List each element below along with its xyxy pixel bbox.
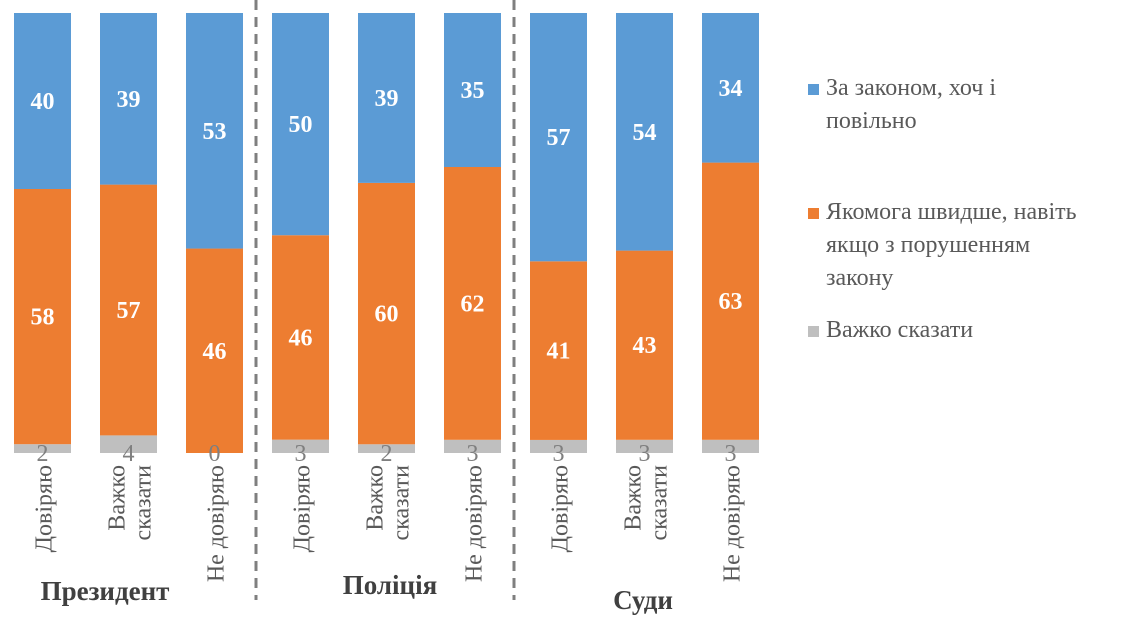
category-label: Важко — [621, 465, 647, 531]
category-label: Важко — [105, 465, 131, 531]
data-label-hard: 3 — [295, 441, 307, 467]
data-label-fast: 60 — [375, 302, 399, 328]
data-label-fast: 63 — [719, 289, 743, 315]
data-label-law: 39 — [375, 86, 399, 112]
bar-segment — [702, 162, 759, 440]
data-label-hard: 3 — [553, 441, 565, 467]
bar-segment — [100, 13, 157, 185]
data-label-law: 57 — [547, 125, 571, 151]
data-label-hard: 2 — [381, 441, 393, 467]
data-label-law: 50 — [289, 112, 313, 138]
category-label: Довіряю — [290, 465, 316, 552]
data-label-law: 40 — [31, 89, 55, 115]
data-label-fast: 46 — [203, 339, 227, 365]
bar-segment — [14, 13, 71, 189]
bar-segment — [186, 248, 243, 453]
bar-segment — [616, 13, 673, 251]
category-label: Не довіряю — [720, 465, 746, 582]
bar-segment — [358, 182, 415, 445]
data-label-hard: 0 — [209, 441, 221, 467]
category-label: сказати — [389, 465, 415, 541]
bar-segment — [186, 13, 243, 249]
data-label-law: 54 — [633, 120, 657, 146]
bar-segment — [358, 444, 415, 453]
bar-segment — [702, 439, 759, 453]
legend-text: За законом, хоч і — [826, 75, 997, 101]
bar-segment — [272, 439, 329, 453]
bar-segment — [100, 435, 157, 453]
data-label-fast: 41 — [547, 339, 571, 365]
bar-segment — [14, 444, 71, 453]
bar-segment — [444, 167, 501, 440]
legend-text: Якомога швидше, навіть — [826, 199, 1077, 225]
category-label: Не довіряю — [462, 465, 488, 582]
bar-segment — [272, 13, 329, 236]
legend-text: повільно — [826, 108, 917, 134]
bar-segment — [616, 439, 673, 453]
data-label-hard: 3 — [467, 441, 479, 467]
data-label-hard: 3 — [725, 441, 737, 467]
data-label-fast: 58 — [31, 305, 55, 331]
category-label: Не довіряю — [204, 465, 230, 582]
data-label-hard: 3 — [639, 441, 651, 467]
bar-segment — [272, 235, 329, 440]
category-label: сказати — [131, 465, 157, 541]
bar-segment — [358, 13, 415, 183]
legend-text: Важко сказати — [826, 317, 974, 343]
bar-segment — [444, 13, 501, 167]
legend-item-fast: Якомога швидше, навіть якщо з порушенням… — [808, 196, 1147, 295]
legend-text: якщо з порушенням — [826, 232, 1031, 258]
data-label-fast: 62 — [461, 291, 485, 317]
category-label: сказати — [647, 465, 673, 541]
group-label: Поліція — [343, 570, 437, 600]
bar-segment — [14, 189, 71, 445]
legend-swatch-orange — [808, 208, 819, 219]
data-label-law: 53 — [203, 119, 227, 145]
category-label: Довіряю — [32, 465, 58, 552]
bar-segment — [100, 184, 157, 436]
bar-segment — [530, 13, 587, 262]
bar-segment — [530, 261, 587, 440]
bar-segment — [530, 439, 587, 453]
data-label-fast: 57 — [117, 298, 141, 324]
data-label-hard: 2 — [37, 441, 49, 467]
category-label: Довіряю — [548, 465, 574, 552]
group-label: Президент — [41, 576, 170, 606]
data-label-law: 34 — [719, 76, 743, 102]
data-label-law: 35 — [461, 78, 485, 104]
bar-segment — [616, 250, 673, 440]
data-label-law: 39 — [117, 87, 141, 113]
legend-item-hard: Важко сказати — [808, 314, 1147, 347]
legend-swatch-gray — [808, 326, 819, 337]
category-label: Важко — [363, 465, 389, 531]
bar-segment — [444, 439, 501, 453]
bar-segment — [702, 13, 759, 163]
legend-item-law: За законом, хоч і повільно — [808, 72, 1147, 138]
legend-text: закону — [826, 265, 894, 291]
legend-swatch-blue — [808, 84, 819, 95]
data-label-fast: 46 — [289, 325, 313, 351]
data-label-fast: 43 — [633, 333, 657, 359]
group-label: Суди — [613, 585, 673, 615]
data-label-hard: 4 — [123, 441, 135, 467]
